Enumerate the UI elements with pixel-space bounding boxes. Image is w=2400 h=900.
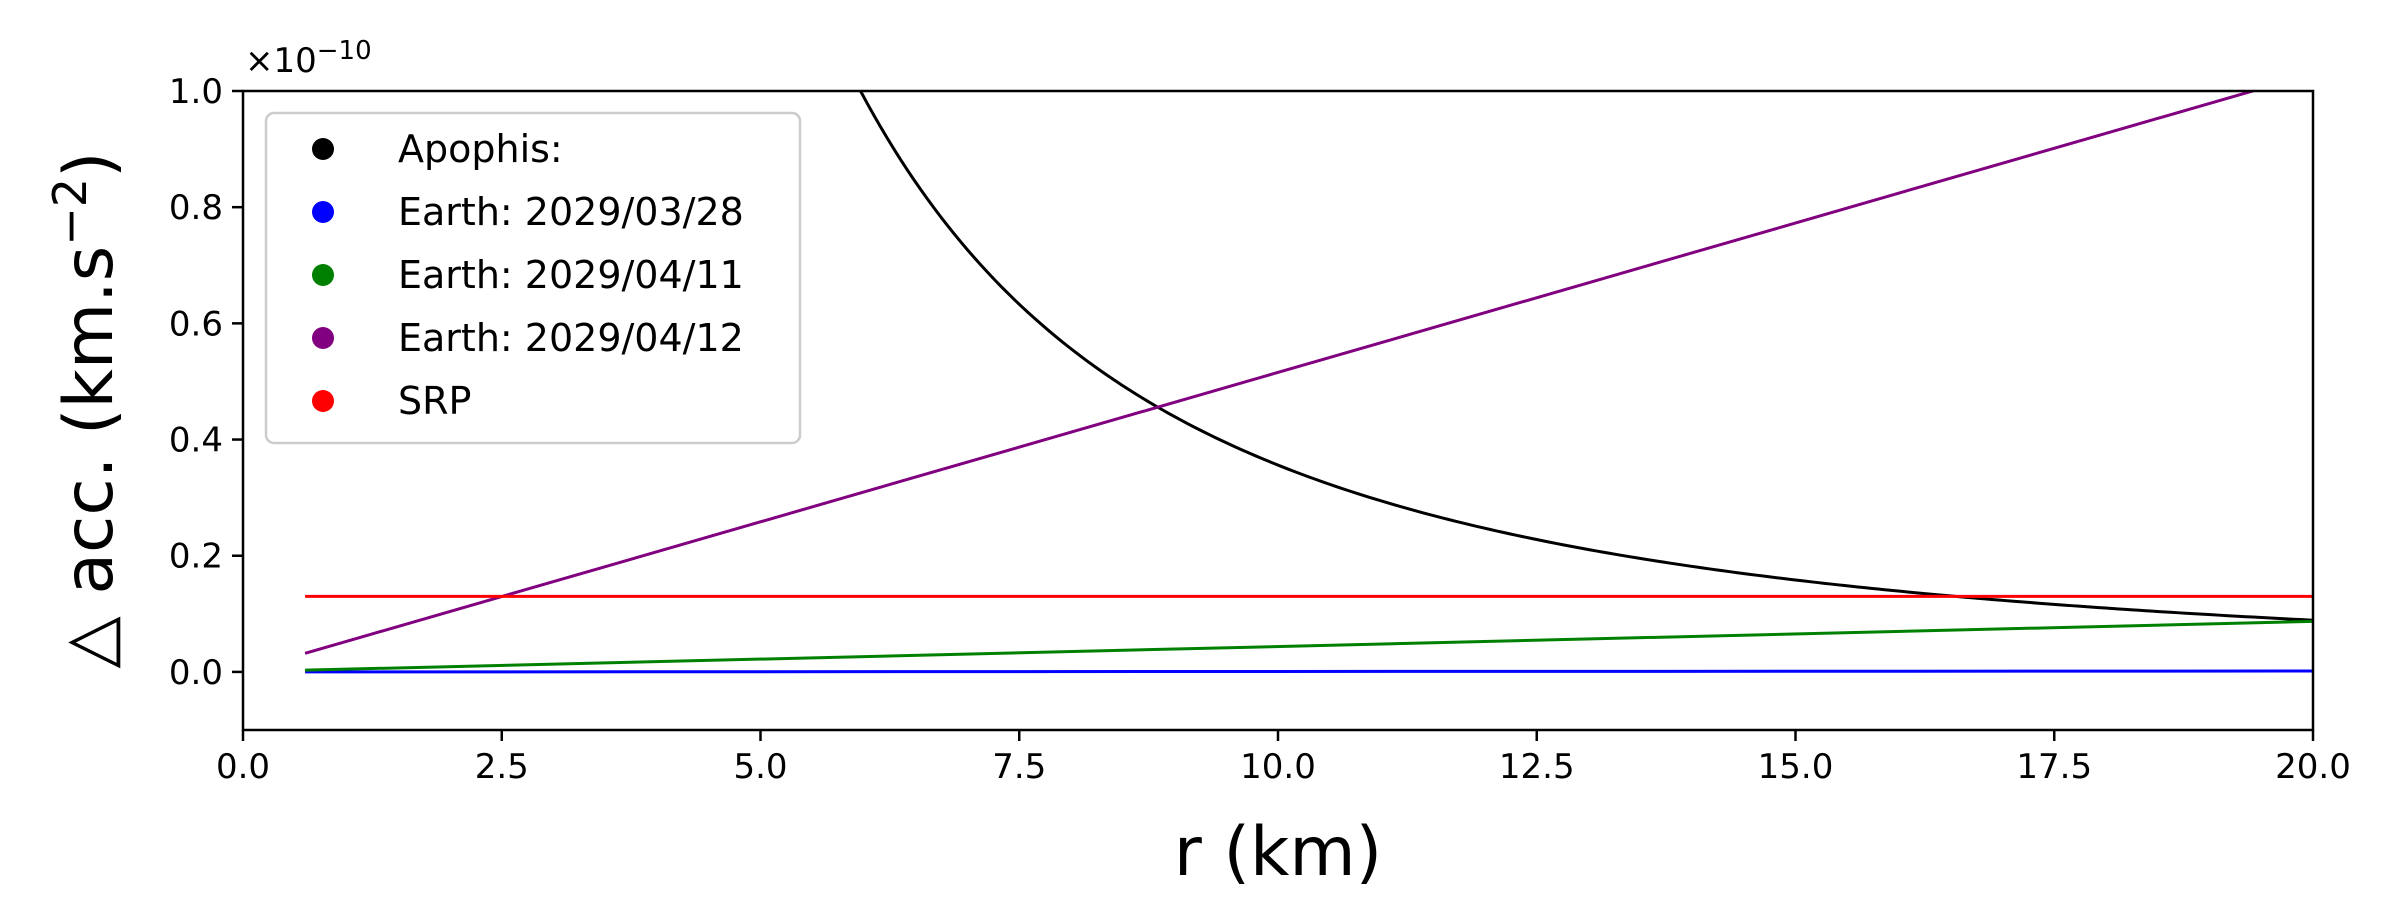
legend: Apophis: Earth: 2029/03/28 Earth: 2029/04/… [264, 111, 802, 445]
series-line-earth-2029-03-28 [305, 669, 2313, 674]
legend-label-apophis: Apophis: [398, 127, 563, 171]
legend-label-earth-2029-04-12: Earth: 2029/04/12 [398, 316, 744, 360]
legend-label-srp: SRP [398, 379, 471, 423]
x-tick-label: 10.0 [1240, 747, 1316, 787]
y-axis-title-main: △ acc. (km.s [50, 246, 129, 669]
x-tick-label: 20.0 [2275, 747, 2351, 787]
x-tick-label: 7.5 [992, 747, 1046, 787]
legend-items: Apophis: Earth: 2029/03/28 Earth: 2029/04/… [312, 127, 744, 423]
x-tick-label: 5.0 [733, 747, 787, 787]
legend-label-earth-2029-03-28: Earth: 2029/03/28 [398, 190, 744, 234]
y-tick-label: 1.0 [169, 72, 223, 112]
y-offset-base: ×10 [245, 41, 317, 81]
x-tick-label: 15.0 [1758, 747, 1834, 787]
y-axis: 0.0 0.2 0.4 0.6 0.8 1.0 [169, 72, 243, 693]
x-tick-label: 0.0 [216, 747, 270, 787]
series-line-earth-2029-04-11 [305, 619, 2313, 672]
series-line-earth-2029-04-12 [304, 91, 2259, 655]
x-tick-label: 12.5 [1499, 747, 1575, 787]
y-tick-label: 0.2 [169, 537, 223, 577]
y-tick-label: 0.0 [169, 653, 223, 693]
y-tick-label: 0.4 [169, 421, 223, 461]
legend-box [264, 111, 802, 445]
y-offset-exponent: −10 [317, 36, 372, 66]
y-offset-label: ×10−10 [245, 36, 372, 81]
series-lines [304, 91, 2313, 674]
x-tick-label: 2.5 [475, 747, 529, 787]
y-axis-title: △ acc. (km.s−2) [43, 151, 129, 668]
y-tick-label: 0.6 [169, 304, 223, 344]
y-tick-label: 0.8 [169, 188, 223, 228]
legend-marker-srp [312, 390, 334, 412]
legend-marker-earth-2029-03-28 [312, 201, 334, 223]
x-axis: 0.0 2.5 5.0 7.5 10.0 12.5 15.0 17.5 20.0 [216, 730, 2351, 787]
x-tick-label: 17.5 [2016, 747, 2092, 787]
plot-frame [241, 89, 2315, 732]
legend-marker-earth-2029-04-11 [312, 264, 334, 286]
legend-marker-earth-2029-04-12 [312, 327, 334, 349]
y-axis-title-exponent: −2 [43, 178, 97, 246]
series-line-apophis [858, 91, 2313, 622]
legend-label-earth-2029-04-11: Earth: 2029/04/11 [398, 253, 744, 297]
x-axis-title: r (km) [1174, 813, 1382, 892]
legend-marker-apophis [312, 138, 334, 160]
y-axis-title-close: ) [50, 151, 129, 178]
